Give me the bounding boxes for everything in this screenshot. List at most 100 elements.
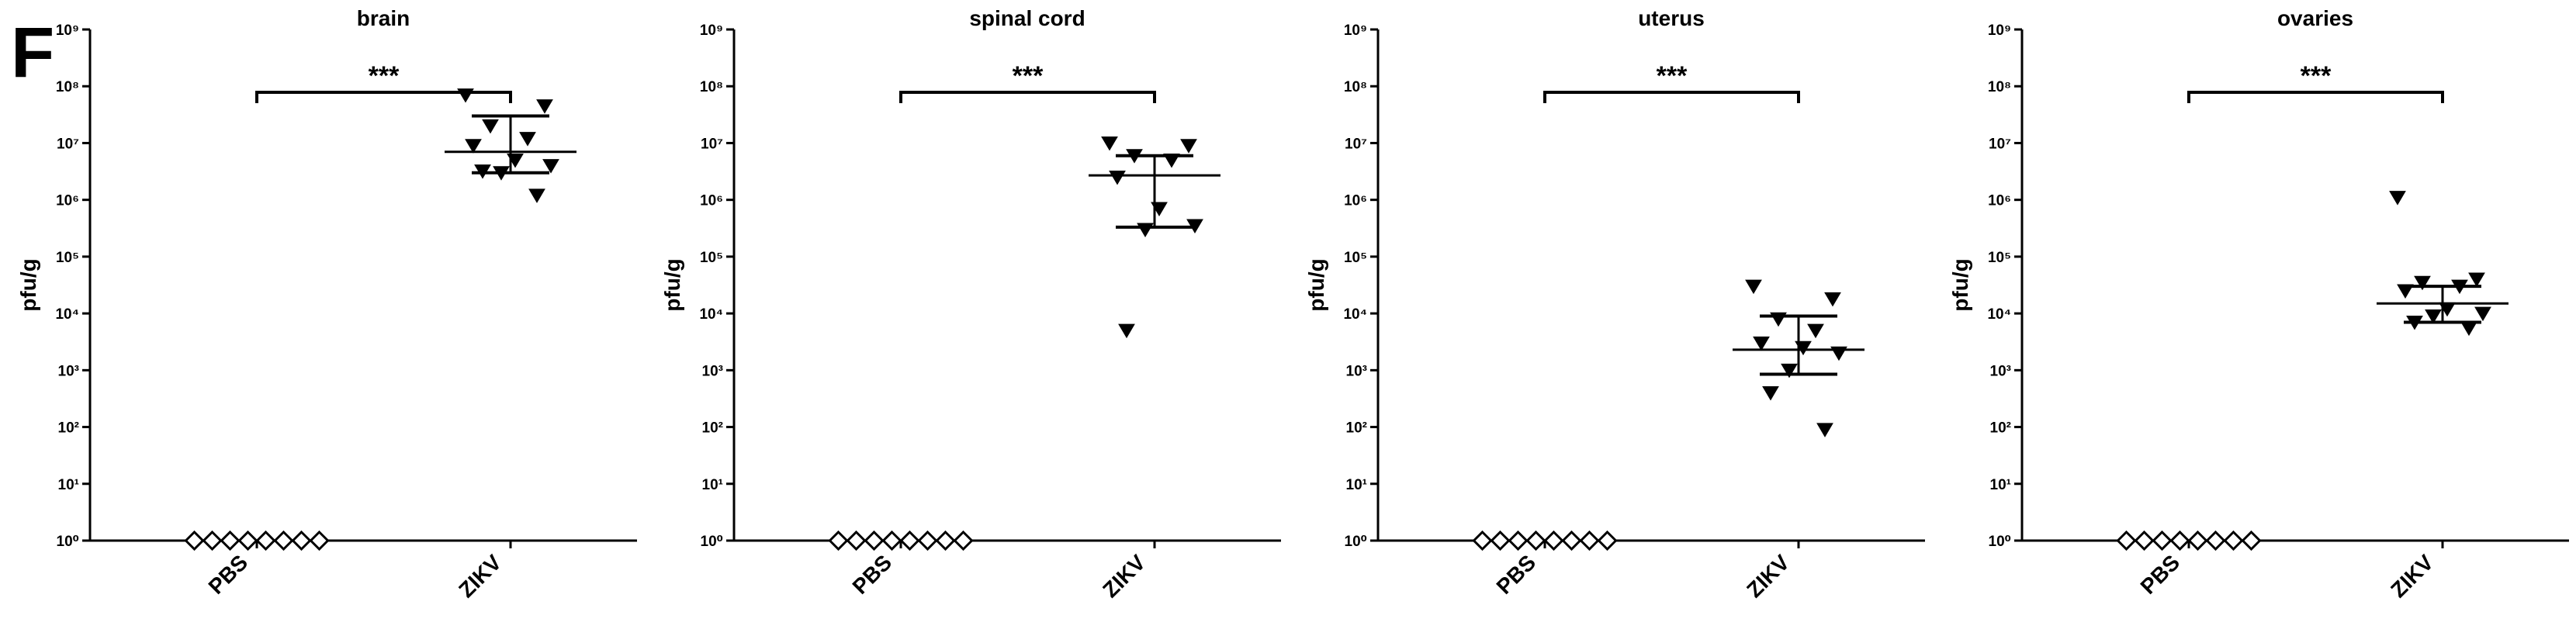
- y-tick-label: 10⁴: [699, 306, 723, 323]
- y-tick-label: 10³: [1990, 363, 2011, 379]
- data-point-diamond: [828, 530, 849, 551]
- data-point-triangle: [1807, 323, 1824, 339]
- y-tick-label: 10⁷: [1989, 136, 2011, 152]
- chart-title: spinal cord: [969, 6, 1085, 30]
- data-point-diamond: [2152, 530, 2173, 551]
- data-point-triangle: [1753, 336, 1770, 351]
- data-point-diamond: [2241, 530, 2262, 551]
- y-tick-label: 10¹: [1990, 477, 2011, 493]
- data-point-triangle: [507, 153, 524, 168]
- x-tick-label: PBS: [204, 550, 253, 599]
- data-point-diamond: [237, 530, 258, 551]
- data-point-diamond: [899, 530, 920, 551]
- data-point-diamond: [2134, 530, 2155, 551]
- y-tick-label: 10⁸: [700, 79, 723, 95]
- y-tick-label: 10⁹: [56, 22, 79, 39]
- x-tick-label: ZIKV: [454, 550, 506, 602]
- y-tick-label: 10⁶: [700, 193, 723, 209]
- chart-panel-2: uterus pfu/g 10⁰ 10¹ 10² 10³ 10⁴ 10⁵ 10⁶ 10⁷ 10⁸ 10…: [1304, 6, 1925, 602]
- data-point-triangle: [2425, 309, 2442, 324]
- data-point-triangle: [1118, 323, 1135, 339]
- y-tick-label: 10⁴: [55, 306, 79, 323]
- y-tick-label: 10⁷: [1345, 136, 1367, 152]
- data-point-triangle: [1781, 363, 1798, 378]
- y-tick-label: 10⁶: [1988, 193, 2011, 209]
- y-tick-label: 10⁹: [1344, 22, 1367, 39]
- significance-label: ***: [1657, 61, 1688, 91]
- data-point-triangle: [2406, 315, 2423, 330]
- data-point-triangle: [2474, 306, 2491, 322]
- data-point-diamond: [846, 530, 867, 551]
- y-tick-label: 10⁰: [701, 534, 723, 550]
- chart-panel-1: spinal cord pfu/g 10⁰ 10¹ 10² 10³ 10⁴ 10⁵ 10⁶ 10⁷…: [660, 6, 1281, 602]
- y-tick-label: 10³: [1346, 363, 1367, 379]
- data-point-diamond: [953, 530, 974, 551]
- data-point-diamond: [202, 530, 223, 551]
- data-point-diamond: [1472, 530, 1493, 551]
- chart-panel-0: brain pfu/g 10⁰ 10¹ 10² 10³ 10⁴ 10⁵ 10⁶ 10⁷ 10⁸ 10⁹…: [16, 6, 637, 602]
- data-point-diamond: [1597, 530, 1618, 551]
- data-point-triangle: [1126, 149, 1143, 164]
- significance-label: ***: [1013, 61, 1044, 91]
- y-tick-label: 10²: [702, 420, 723, 437]
- data-point-diamond: [184, 530, 205, 551]
- chart-title: brain: [357, 6, 410, 30]
- y-tick-label: 10⁵: [1344, 250, 1367, 266]
- data-point-triangle: [1830, 346, 1847, 361]
- data-point-diamond: [309, 530, 330, 551]
- y-tick-label: 10⁴: [1343, 306, 1367, 323]
- data-point-triangle: [542, 159, 559, 174]
- data-point-diamond: [1579, 530, 1600, 551]
- chart-panel-3: ovaries pfu/g 10⁰ 10¹ 10² 10³ 10⁴ 10⁵ 10⁶ 10⁷ 10⁸ 1…: [1948, 6, 2569, 602]
- data-point-triangle: [1824, 292, 1841, 307]
- panel-letter: F: [11, 13, 55, 92]
- data-point-triangle: [2451, 279, 2468, 295]
- data-point-triangle: [519, 132, 536, 147]
- y-tick-label: 10⁶: [56, 193, 79, 209]
- data-point-triangle: [1816, 423, 1833, 437]
- data-point-diamond: [1543, 530, 1564, 551]
- data-point-triangle: [1186, 219, 1203, 234]
- data-point-triangle: [1745, 279, 1762, 295]
- data-point-triangle: [2439, 302, 2456, 317]
- x-tick-label: PBS: [1492, 550, 1541, 599]
- data-point-diamond: [1561, 530, 1582, 551]
- significance-bracket: [2187, 91, 2444, 103]
- data-point-diamond: [255, 530, 276, 551]
- x-tick-label: ZIKV: [1742, 550, 1794, 602]
- data-point-triangle: [528, 188, 545, 203]
- significance-label: ***: [369, 61, 400, 91]
- data-point-triangle: [2414, 275, 2431, 291]
- data-point-diamond: [2223, 530, 2244, 551]
- x-tick-label: PBS: [2136, 550, 2185, 599]
- x-tick-label: PBS: [848, 550, 897, 599]
- y-tick-label: 10³: [58, 363, 79, 379]
- y-tick-label: 10³: [702, 363, 723, 379]
- data-point-diamond: [273, 530, 294, 551]
- data-point-triangle: [1762, 385, 1779, 401]
- y-axis-label: pfu/g: [1948, 258, 1972, 311]
- y-axis-label: pfu/g: [1304, 258, 1328, 311]
- y-tick-label: 10⁰: [1989, 534, 2011, 550]
- y-tick-label: 10⁹: [700, 22, 723, 39]
- y-tick-label: 10²: [58, 420, 79, 437]
- y-tick-label: 10⁸: [1988, 79, 2011, 95]
- data-point-diamond: [1490, 530, 1511, 551]
- y-tick-label: 10⁵: [1988, 250, 2011, 266]
- data-point-triangle: [536, 99, 553, 114]
- significance-bracket: [255, 91, 512, 103]
- significance-bracket: [899, 91, 1156, 103]
- data-point-diamond: [1508, 530, 1529, 551]
- data-point-diamond: [220, 530, 241, 551]
- y-axis-label: pfu/g: [660, 258, 684, 311]
- x-tick-label: ZIKV: [1098, 550, 1150, 602]
- data-point-diamond: [1525, 530, 1546, 551]
- data-point-triangle: [1770, 312, 1787, 327]
- y-tick-label: 10⁰: [1345, 534, 1367, 550]
- data-point-triangle: [1163, 153, 1180, 168]
- chart-title: uterus: [1638, 6, 1705, 30]
- y-tick-label: 10²: [1990, 420, 2011, 437]
- significance-label: ***: [2301, 61, 2332, 91]
